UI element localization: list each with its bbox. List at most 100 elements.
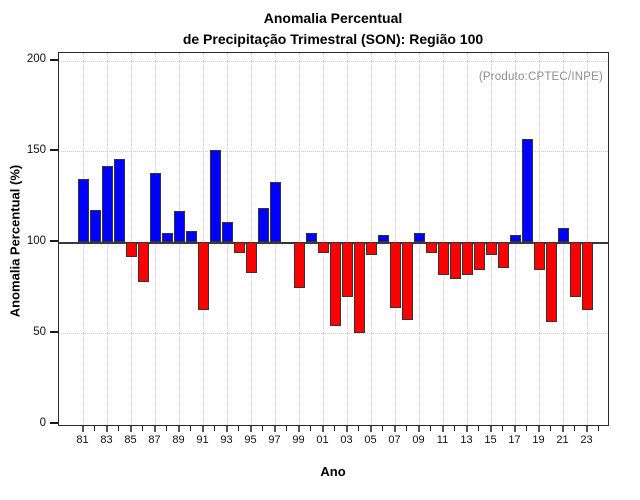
vgridline-1999 [299,53,300,425]
x-tick-1998 [286,426,287,431]
vgridline-2005 [371,53,372,425]
bar-2005 [366,242,377,256]
x-tick-1989 [177,426,180,432]
bar-1992 [210,149,221,243]
bar-2020 [546,242,557,323]
x-tick-1994 [238,426,239,431]
bar-2023 [582,242,593,310]
y-tick-label-200: 200 [26,53,46,66]
y-tick-200 [50,58,58,61]
x-tick-2000 [310,426,311,431]
x-axis-title: Ano [320,464,346,479]
x-tick-2001 [321,426,324,432]
y-tick-label-50: 50 [33,325,46,338]
x-tick-label-2007: 07 [388,434,401,446]
bar-2017 [510,235,521,243]
vgridline-2019 [539,53,540,425]
x-tick-2013 [465,426,468,432]
x-tick-2002 [334,426,335,431]
x-tick-2007 [393,426,396,432]
vgridline-2003 [347,53,348,425]
x-tick-label-1993: 93 [220,434,233,446]
x-tick-2017 [513,426,516,432]
bar-2015 [486,242,497,256]
x-tick-1997 [273,426,276,432]
vgridline-2007 [395,53,396,425]
x-tick-2008 [406,426,407,431]
bar-2002 [330,242,341,326]
x-tick-label-1991: 91 [196,434,209,446]
bar-1997 [270,182,281,243]
x-tick-label-2005: 05 [364,434,377,446]
bar-1995 [246,242,257,274]
y-tick-150 [50,149,58,152]
x-tick-1999 [297,426,300,432]
x-tick-label-1983: 83 [100,434,113,446]
x-tick-2004 [358,426,359,431]
x-tick-label-2023: 23 [580,434,593,446]
x-tick-2010 [430,426,431,431]
x-tick-1985 [129,426,132,432]
x-tick-label-2013: 13 [460,434,473,446]
x-tick-1982 [94,426,95,431]
bar-2010 [426,242,437,254]
chart-title-line1: Anomalia Percentual [263,10,403,26]
x-tick-label-1997: 97 [268,434,281,446]
bar-2019 [534,242,545,270]
bar-1994 [234,242,245,254]
x-tick-2018 [526,426,527,431]
hgridline-200 [59,60,608,62]
y-tick-label-100: 100 [26,234,46,247]
bars-layer [59,53,608,425]
x-tick-label-2003: 03 [340,434,353,446]
bar-2013 [462,242,473,275]
bar-2009 [414,233,425,243]
x-tick-label-1999: 99 [292,434,305,446]
vgridline-2013 [467,53,468,425]
x-tick-1991 [201,426,204,432]
bar-1988 [162,233,173,243]
hgridline-50 [59,333,608,335]
bar-2007 [390,242,401,308]
bar-2001 [318,242,329,254]
x-tick-label-1987: 87 [148,434,161,446]
bar-2006 [378,235,389,243]
x-tick-1986 [142,426,143,431]
vgridline-2023 [587,53,588,425]
bar-1996 [258,207,269,243]
x-tick-2024 [598,426,599,431]
vgridline-2011 [443,53,444,425]
x-tick-label-1989: 89 [172,434,185,446]
vgridline-1985 [131,53,132,425]
bar-2018 [522,138,533,243]
bar-1983 [102,165,113,243]
bar-1982 [90,209,101,243]
bar-1986 [138,242,149,283]
vgridline-2015 [491,53,492,425]
chart-title-line2: de Precipitação Trimestral (SON): Região… [182,31,484,47]
x-tick-label-1995: 95 [244,434,257,446]
x-tick-2006 [382,426,383,431]
hgridline-150 [59,151,608,153]
bar-2004 [354,242,365,334]
x-tick-1992 [214,426,215,431]
x-tick-1996 [262,426,263,431]
x-tick-2015 [489,426,492,432]
bar-2008 [402,242,413,321]
x-tick-label-2011: 11 [436,434,449,446]
x-tick-1988 [166,426,167,431]
x-tick-2023 [585,426,588,432]
x-tick-label-1981: 81 [76,434,89,446]
x-tick-2014 [478,426,479,431]
x-tick-2020 [550,426,551,431]
bar-1991 [198,242,209,310]
x-tick-2011 [441,426,444,432]
x-tick-label-2009: 09 [412,434,425,446]
bar-1993 [222,222,233,243]
bar-2011 [438,242,449,275]
y-tick-label-150: 150 [26,143,46,156]
x-tick-1987 [153,426,156,432]
x-tick-2003 [345,426,348,432]
x-tick-2005 [369,426,372,432]
